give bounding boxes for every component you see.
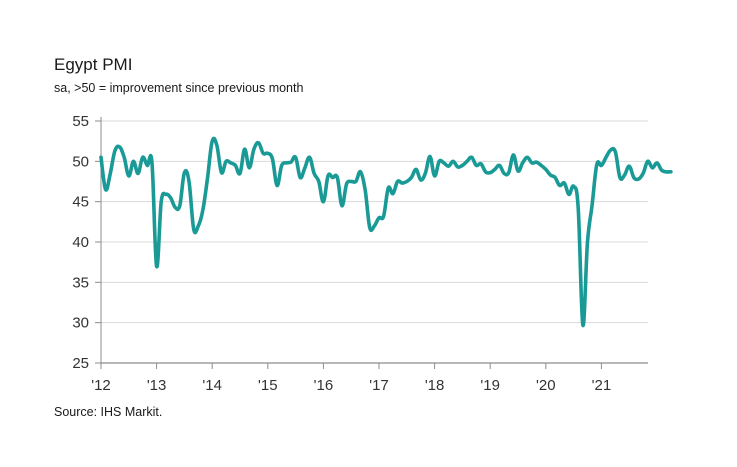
y-tick-label: 45: [72, 194, 89, 211]
y-tick-label: 35: [72, 274, 89, 291]
x-tick-label: '20: [536, 377, 556, 394]
y-tick-label: 25: [72, 355, 89, 372]
chart-subtitle: sa, >50 = improvement since previous mon…: [54, 81, 304, 95]
x-tick-label: '18: [425, 377, 445, 394]
y-axis: 55 50 45 40 35 30 25: [72, 113, 102, 372]
x-tick-label: '16: [314, 377, 334, 394]
x-tick-label: '19: [480, 377, 500, 394]
gridlines: [101, 120, 648, 324]
x-tick-label: '13: [147, 377, 167, 394]
chart-title: Egypt PMI: [54, 55, 133, 74]
y-tick-label: 30: [72, 315, 89, 332]
y-tick-label: 55: [72, 113, 89, 130]
chart-source: Source: IHS Markit.: [54, 405, 163, 419]
x-tick-label: '14: [202, 377, 222, 394]
y-tick-label: 40: [72, 234, 89, 251]
x-axis: '12 '13 '14 '15 '16 '17 '18 '19 '20 '21: [91, 362, 648, 394]
x-tick-label: '12: [91, 377, 111, 394]
y-tick-label: 50: [72, 153, 89, 170]
series-layer: [99, 136, 673, 327]
x-tick-label: '21: [592, 377, 612, 394]
x-tick-label: '17: [369, 377, 389, 394]
series-line-egypt-pmi: [99, 136, 673, 327]
x-tick-label: '15: [258, 377, 278, 394]
